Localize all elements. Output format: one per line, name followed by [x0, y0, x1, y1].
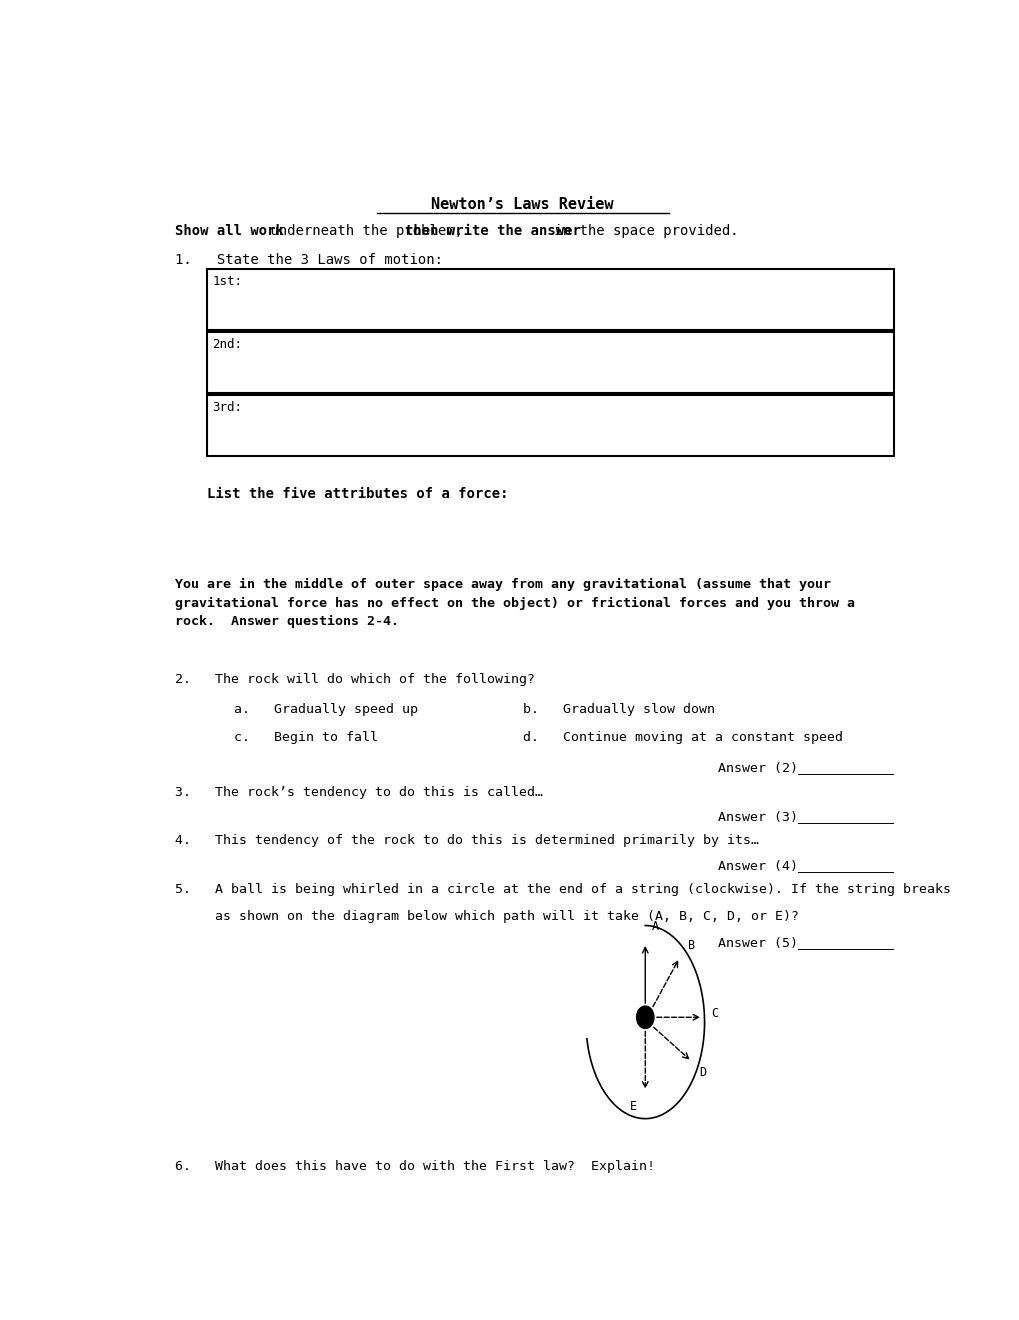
Bar — [206, 269, 894, 330]
Text: C: C — [710, 1007, 717, 1019]
Text: E: E — [630, 1100, 637, 1113]
Text: a.   Gradually speed up: a. Gradually speed up — [234, 704, 418, 717]
Text: as shown on the diagram below which path will it take (A, B, C, D, or E)?: as shown on the diagram below which path… — [175, 909, 798, 923]
Text: then write the answer: then write the answer — [405, 224, 580, 239]
Text: b.   Gradually slow down: b. Gradually slow down — [522, 704, 714, 717]
Text: d.   Continue moving at a constant speed: d. Continue moving at a constant speed — [522, 731, 842, 743]
Text: underneath the problem,: underneath the problem, — [262, 224, 471, 239]
Text: c.   Begin to fall: c. Begin to fall — [234, 731, 378, 743]
Text: 3rd:: 3rd: — [212, 401, 242, 414]
Text: Show all work: Show all work — [175, 224, 283, 239]
Text: 3.   The rock’s tendency to do this is called…: 3. The rock’s tendency to do this is cal… — [175, 785, 542, 799]
Text: B: B — [687, 940, 694, 953]
Text: 2nd:: 2nd: — [212, 338, 242, 351]
Text: Answer (2)____________: Answer (2)____________ — [717, 762, 894, 774]
Text: Answer (3)____________: Answer (3)____________ — [717, 810, 894, 822]
Bar — [206, 333, 894, 393]
Text: 2.   The rock will do which of the following?: 2. The rock will do which of the followi… — [175, 673, 534, 685]
Circle shape — [636, 1006, 653, 1028]
Text: You are in the middle of outer space away from any gravitational (assume that yo: You are in the middle of outer space awa… — [175, 578, 854, 628]
Text: 4.   This tendency of the rock to do this is determined primarily by its…: 4. This tendency of the rock to do this … — [175, 834, 758, 847]
Text: Answer (5)____________: Answer (5)____________ — [717, 936, 894, 949]
Text: in the space provided.: in the space provided. — [545, 224, 738, 239]
Text: Answer (4)____________: Answer (4)____________ — [717, 859, 894, 871]
Text: A: A — [651, 920, 658, 933]
Text: 6.   What does this have to do with the First law?  Explain!: 6. What does this have to do with the Fi… — [175, 1159, 654, 1172]
Bar — [206, 395, 894, 457]
Text: List the five attributes of a force:: List the five attributes of a force: — [206, 487, 507, 500]
Text: 1.   State the 3 Laws of motion:: 1. State the 3 Laws of motion: — [175, 253, 442, 267]
Text: 1st:: 1st: — [212, 276, 242, 288]
Text: D: D — [699, 1065, 706, 1078]
Text: 5.   A ball is being whirled in a circle at the end of a string (clockwise). If : 5. A ball is being whirled in a circle a… — [175, 883, 950, 896]
Text: Newton’s Laws Review: Newton’s Laws Review — [431, 197, 613, 213]
